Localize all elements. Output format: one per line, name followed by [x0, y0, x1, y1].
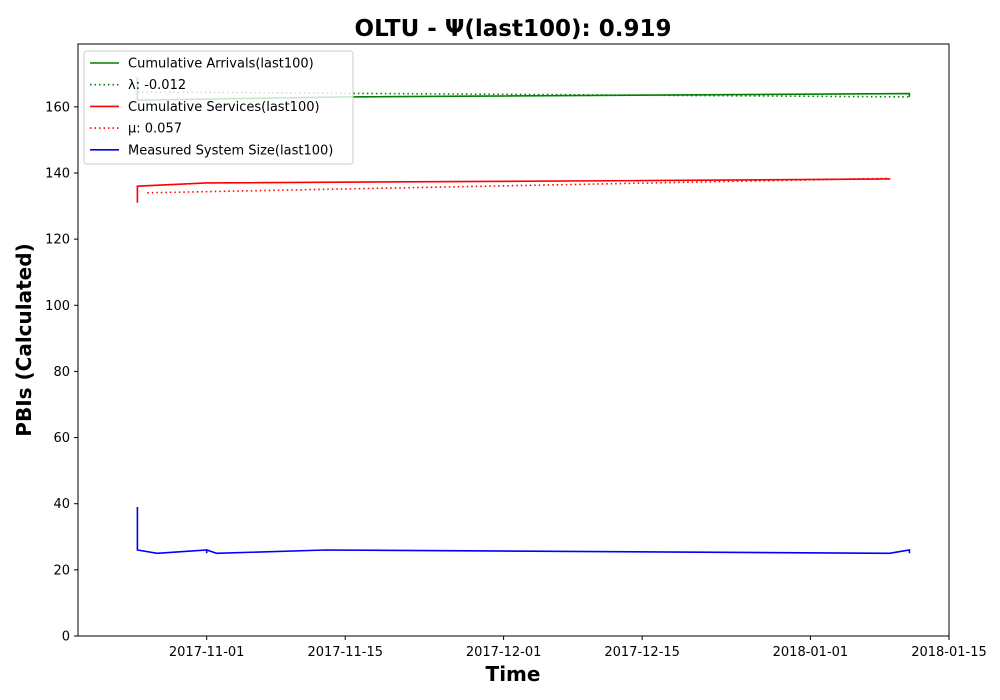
- x-tick-label: 2018-01-15: [911, 645, 987, 660]
- y-tick-label: 80: [53, 365, 70, 380]
- y-tick-label: 140: [45, 166, 70, 181]
- x-tick-label: 2018-01-01: [773, 645, 849, 660]
- y-tick-label: 160: [45, 100, 70, 115]
- legend-label: Measured System Size(last100): [128, 143, 333, 158]
- x-tick-label: 2017-12-15: [604, 645, 680, 660]
- y-axis: 0 20 40 60 80 100 120 140 160: [45, 100, 78, 645]
- chart-title: OLTU - Ψ(last100): 0.919: [355, 16, 672, 42]
- y-tick-label: 20: [53, 563, 70, 578]
- legend-label: Cumulative Arrivals(last100): [128, 57, 314, 72]
- x-axis-title: Time: [486, 662, 541, 686]
- legend-label: μ: 0.057: [128, 122, 182, 137]
- y-tick-label: 0: [62, 630, 70, 645]
- y-tick-label: 60: [53, 431, 70, 446]
- y-tick-label: 40: [53, 497, 70, 512]
- x-tick-label: 2017-11-01: [169, 645, 245, 660]
- legend: Cumulative Arrivals(last100) λ: -0.012 Cum…: [83, 50, 354, 165]
- x-tick-label: 2017-11-15: [307, 645, 383, 660]
- x-axis: 2017-11-01 2017-11-15 2017-12-01 2017-12-15…: [169, 636, 987, 660]
- series-line-5: [136, 507, 911, 555]
- series-line-3: [136, 178, 891, 203]
- legend-label: Cumulative Services(last100): [128, 100, 320, 115]
- y-axis-title: PBIs (Calculated): [12, 243, 36, 436]
- plot-frame: [77, 43, 950, 637]
- y-tick-label: 120: [45, 233, 70, 248]
- legend-box: [83, 50, 354, 165]
- legend-label: λ: -0.012: [128, 78, 186, 93]
- x-tick-label: 2017-12-01: [466, 645, 542, 660]
- y-tick-label: 100: [45, 299, 70, 314]
